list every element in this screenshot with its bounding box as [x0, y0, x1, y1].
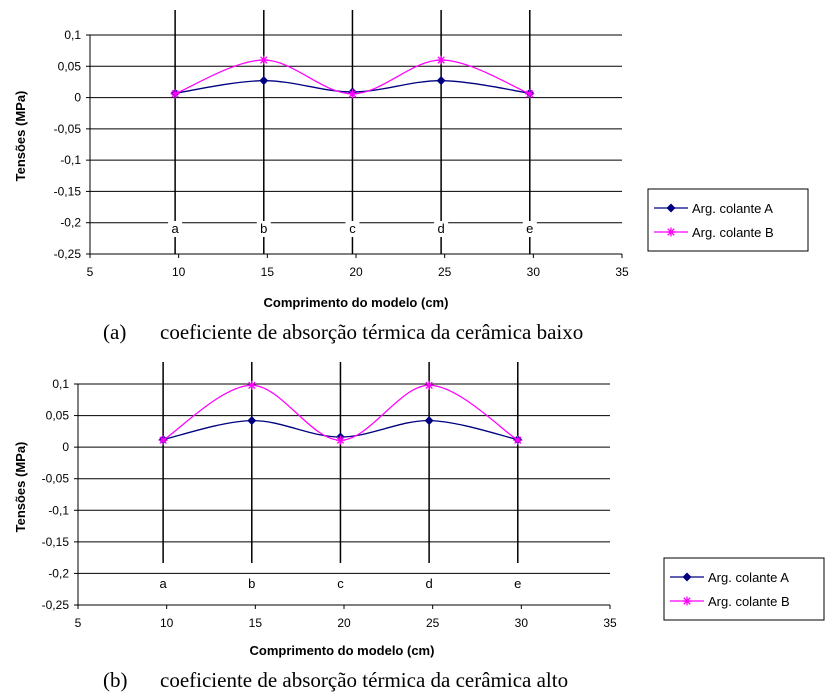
chart-a-y-axis-title: Tensões (MPa)	[13, 91, 28, 182]
chart-b-marker-lines: a b c d e	[156, 362, 525, 592]
chart-b-series	[158, 380, 523, 445]
chart-a-marker-label-e: e	[526, 221, 533, 236]
chart-b-marker-label-b: b	[248, 576, 255, 591]
chart-b-legend-label: Arg. colante A	[708, 570, 789, 585]
chart-b-y-tick-label: -0,2	[48, 566, 69, 580]
chart-a-point-a	[259, 76, 269, 86]
chart-b-y-tick-label: -0,05	[42, 472, 70, 486]
chart-a-series	[170, 55, 535, 99]
chart-a-x-tick-label: 10	[172, 265, 186, 279]
chart-b-point-a	[424, 416, 434, 426]
chart-a-legend-box	[647, 188, 809, 252]
chart-b-y-tick-label: 0	[62, 440, 69, 454]
chart-a-point-b	[436, 55, 446, 65]
chart-a-point-b	[170, 89, 180, 99]
chart-a-y-tick-label: -0,2	[60, 216, 81, 230]
chart-a-point-b	[259, 55, 269, 65]
chart-a-legend-label: Arg. colante A	[692, 201, 773, 216]
chart-a-point-a	[436, 76, 446, 86]
chart-b-gridlines	[78, 383, 610, 606]
chart-b-x-tick-label: 35	[603, 616, 617, 630]
chart-b-point-b	[513, 435, 523, 445]
chart-b-point-a	[247, 416, 257, 426]
chart-b-x-tick-label: 20	[337, 616, 351, 630]
chart-a-y-tick-label: -0,25	[54, 247, 82, 261]
chart-b-y-tick-label: -0,25	[42, 598, 70, 612]
chart-b-x-tick-label: 30	[515, 616, 529, 630]
chart-b-legend-box	[663, 557, 825, 621]
chart-a-legend: Arg. colante A Arg. colante B	[647, 188, 809, 252]
chart-a-marker-label-a: a	[172, 221, 180, 236]
chart-b-legend-label: Arg. colante B	[708, 594, 790, 609]
chart-b-marker-label-e: e	[514, 576, 521, 591]
chart-a-x-tick-label: 20	[349, 265, 363, 279]
chart-a-y-tick-label: 0,05	[58, 59, 82, 73]
chart-a-legend-label: Arg. colante B	[692, 225, 774, 240]
chart-a-x-tick-label: 35	[615, 265, 629, 279]
chart-a-legend-marker	[666, 227, 676, 237]
chart-a-point-b	[525, 89, 535, 99]
chart-b-y-tick-label: 0,1	[52, 377, 69, 391]
chart-b-legend-marker	[682, 596, 692, 606]
chart-b-x-axis-title: Comprimento do modelo (cm)	[250, 643, 435, 658]
chart-a-marker-label-bg	[345, 221, 360, 237]
chart-a-y-tick-label: -0,1	[60, 153, 81, 167]
chart-a-y-tick-label: 0	[74, 91, 81, 105]
chart-b-x-tick-label: 5	[75, 616, 82, 630]
chart-a-x-tick-label: 5	[87, 265, 94, 279]
chart-b-x-tick-label: 10	[160, 616, 174, 630]
chart-b-x-tick-label: 25	[426, 616, 440, 630]
chart-a-x-axis-title: Comprimento do modelo (cm)	[264, 295, 449, 310]
chart-a-marker-label-bg	[256, 221, 271, 237]
chart-a-caption-label: (a)	[103, 320, 126, 344]
chart-b-y-ticks: 0,1 0,05 0 -0,05 -0,1 -0,15 -0,2 -0,25	[42, 377, 78, 612]
chart-b-point-b	[247, 380, 257, 390]
chart-b-y-tick-label: 0,05	[46, 409, 70, 423]
chart-a-y-tick-label: 0,1	[64, 28, 81, 42]
chart-a: a b c d e 0,1 0,05 0 -0,05 -0,1 -0,15 -0,2 -0,25 5 1…	[13, 10, 809, 344]
chart-a-caption-text: coeficiente de absorção térmica da cerâm…	[160, 320, 583, 344]
chart-b: a b c d e 0,1 0,05 0 -0,05 -0,1 -0,15 -0,2 -0,25 5 1…	[13, 362, 825, 692]
chart-a-marker-label-c: c	[349, 221, 356, 236]
chart-a-marker-label-bg	[434, 221, 449, 237]
chart-b-caption-text: coeficiente de absorção térmica da cerâm…	[160, 668, 568, 692]
chart-b-marker-label-bg	[422, 576, 437, 592]
chart-a-marker-label-bg	[522, 221, 537, 237]
chart-a-x-tick-label: 30	[527, 265, 541, 279]
chart-a-caption: (a) coeficiente de absorção térmica da c…	[103, 320, 583, 344]
chart-a-marker-label-d: d	[438, 221, 445, 236]
chart-a-legend-marker	[666, 203, 676, 213]
chart-a-marker-label-b: b	[260, 221, 267, 236]
chart-b-legend: Arg. colante A Arg. colante B	[663, 557, 825, 621]
chart-b-caption: (b) coeficiente de absorção térmica da c…	[103, 668, 568, 692]
chart-b-y-axis-title: Tensões (MPa)	[13, 442, 28, 533]
chart-b-legend-marker	[682, 572, 692, 582]
chart-a-marker-lines: a b c d e	[168, 10, 537, 254]
chart-a-x-ticks: 5 10 15 20 25 30 35	[87, 254, 629, 279]
chart-b-marker-label-bg	[156, 576, 171, 592]
chart-b-y-tick-label: -0,1	[48, 503, 69, 517]
chart-a-x-tick-label: 15	[261, 265, 275, 279]
chart-a-marker-label-bg	[168, 221, 183, 237]
chart-a-y-tick-label: -0,15	[54, 184, 82, 198]
chart-b-marker-label-c: c	[337, 576, 344, 591]
chart-b-marker-label-bg	[510, 576, 525, 592]
chart-a-x-tick-label: 25	[438, 265, 452, 279]
chart-b-point-b	[158, 435, 168, 445]
chart-b-marker-label-d: d	[426, 576, 433, 591]
chart-b-marker-label-a: a	[160, 576, 168, 591]
chart-b-caption-label: (b)	[103, 668, 128, 692]
chart-a-y-ticks: 0,1 0,05 0 -0,05 -0,1 -0,15 -0,2 -0,25	[54, 28, 90, 261]
chart-b-point-b	[335, 435, 345, 445]
chart-b-x-tick-label: 15	[249, 616, 263, 630]
chart-a-y-tick-label: -0,05	[54, 122, 82, 136]
chart-b-y-tick-label: -0,15	[42, 535, 70, 549]
chart-b-x-ticks: 5 10 15 20 25 30 35	[75, 605, 617, 630]
chart-a-point-b	[347, 89, 357, 99]
chart-b-axes	[77, 384, 610, 606]
chart-b-marker-label-bg	[333, 576, 348, 592]
chart-b-point-b	[424, 380, 434, 390]
chart-b-marker-label-bg	[244, 576, 259, 592]
